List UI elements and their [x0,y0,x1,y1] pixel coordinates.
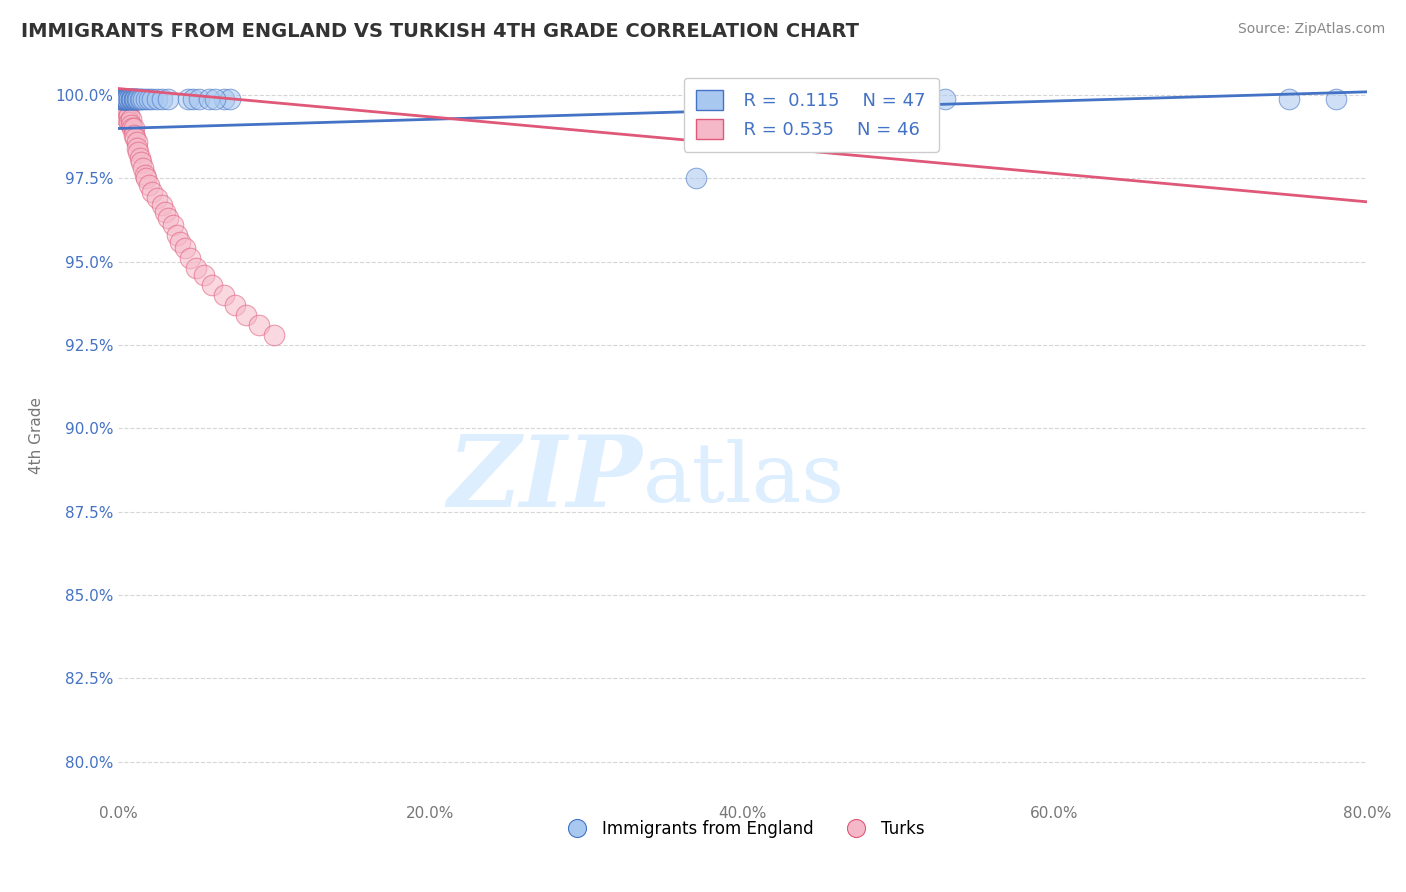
Point [132,91,155,105]
Point [117,91,139,105]
Point [118,91,141,105]
Point [111,91,134,105]
Point [124,131,146,145]
Point [122,128,145,143]
Point [110,95,132,109]
Text: ZIP: ZIP [447,431,643,527]
Point [117,104,139,119]
Point [112,104,135,119]
Point [125,135,148,149]
Point [117,91,139,105]
Point [110,91,132,105]
Point [125,141,148,155]
Point [117,112,139,126]
Point [685,171,707,186]
Point [131,91,153,105]
Point [1324,91,1347,105]
Point [219,91,242,105]
Point [118,115,141,129]
Point [247,318,270,332]
Point [115,108,138,122]
Point [120,91,142,105]
Point [181,91,204,105]
Point [122,121,145,136]
Point [112,91,135,105]
Point [146,192,169,206]
Point [179,252,201,266]
Point [128,152,150,166]
Point [138,178,160,193]
Point [153,204,176,219]
Legend: Immigrants from England, Turks: Immigrants from England, Turks [554,814,931,845]
Point [177,91,200,105]
Point [121,91,143,105]
Point [125,91,148,105]
Point [212,288,235,302]
Point [135,91,157,105]
Point [166,228,188,243]
Point [201,278,224,293]
Text: Source: ZipAtlas.com: Source: ZipAtlas.com [1237,22,1385,37]
Point [127,145,149,159]
Text: atlas: atlas [643,439,845,519]
Point [263,328,285,343]
Point [174,242,197,256]
Point [118,108,141,122]
Point [121,121,143,136]
Point [122,91,145,105]
Point [169,235,191,249]
Point [1278,91,1301,105]
Point [156,211,179,226]
Point [132,161,155,176]
Point [112,91,135,105]
Point [184,261,207,276]
Point [146,91,169,105]
Point [127,91,149,105]
Point [235,308,257,322]
Point [125,91,148,105]
Point [934,91,956,105]
Point [128,91,150,105]
Point [118,91,141,105]
Point [108,91,131,105]
Point [122,91,145,105]
Point [112,91,135,105]
Point [124,91,146,105]
Y-axis label: 4th Grade: 4th Grade [30,397,44,474]
Point [111,91,134,105]
Point [112,98,135,112]
Point [110,98,132,112]
Point [124,91,146,105]
Point [111,102,134,116]
Point [134,168,156,182]
Point [110,91,132,105]
Point [204,91,226,105]
Point [115,91,138,105]
Point [212,91,235,105]
Point [135,171,157,186]
Point [115,91,138,105]
Point [197,91,219,105]
Point [150,198,173,212]
Text: IMMIGRANTS FROM ENGLAND VS TURKISH 4TH GRADE CORRELATION CHART: IMMIGRANTS FROM ENGLAND VS TURKISH 4TH G… [21,22,859,41]
Point [188,91,211,105]
Point [108,91,131,105]
Point [120,112,142,126]
Point [120,118,142,132]
Point [115,102,138,116]
Point [141,91,163,105]
Point [162,218,184,232]
Point [150,91,173,105]
Point [156,91,179,105]
Point [131,154,153,169]
Point [224,298,246,312]
Point [121,91,143,105]
Point [120,91,142,105]
Point [141,185,163,199]
Point [138,91,160,105]
Point [193,268,215,282]
Point [115,91,138,105]
Point [118,91,141,105]
Point [111,95,134,109]
